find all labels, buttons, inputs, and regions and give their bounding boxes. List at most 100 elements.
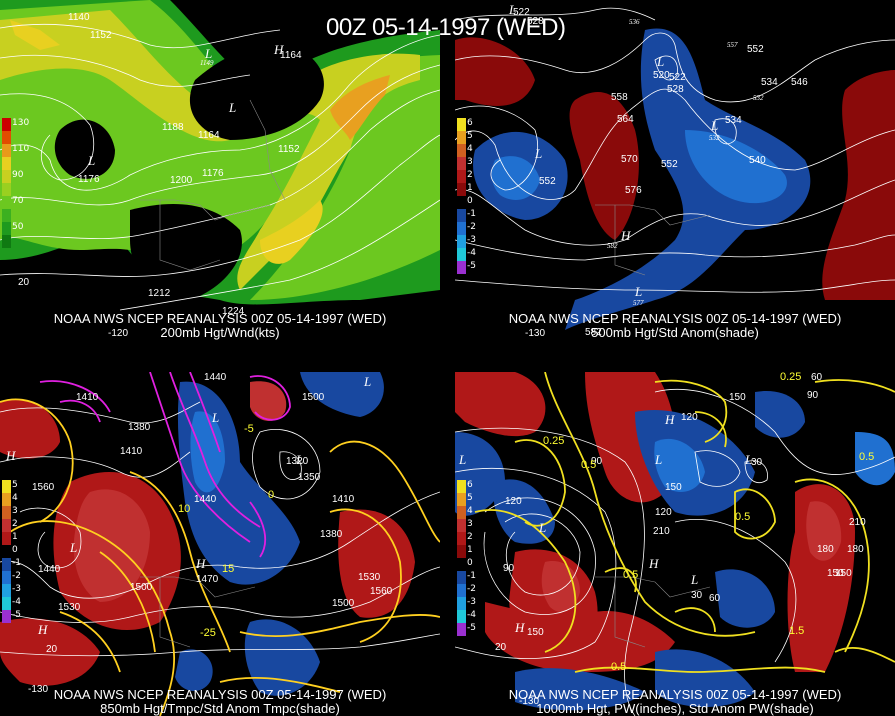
panel-caption-field: 200mb Hgt/Wnd(kts) bbox=[160, 325, 280, 340]
svg-text:H: H bbox=[648, 556, 659, 571]
svg-text:150: 150 bbox=[827, 568, 844, 579]
svg-text:L: L bbox=[744, 452, 752, 467]
panel-caption-field: 500mb Hgt/Std Anom(shade) bbox=[591, 325, 759, 340]
svg-text:150: 150 bbox=[729, 392, 746, 403]
svg-text:1164: 1164 bbox=[198, 130, 220, 141]
svg-text:L: L bbox=[654, 452, 662, 467]
svg-text:-5: -5 bbox=[244, 423, 254, 435]
svg-text:60: 60 bbox=[811, 372, 823, 383]
svg-text:577: 577 bbox=[633, 299, 644, 307]
map-850mb: 1440 1410 1500 1380 1320 1410 1560 1350 … bbox=[0, 372, 440, 716]
svg-text:-120: -120 bbox=[108, 328, 128, 339]
std-anomaly-legend: 6 5 4 3 2 1 0 -1 -2 -3 -4 -5 bbox=[455, 118, 481, 274]
contour-labels: 1440 1410 1500 1380 1320 1410 1560 1350 … bbox=[28, 372, 393, 695]
svg-text:534: 534 bbox=[725, 115, 742, 126]
svg-text:H: H bbox=[273, 42, 284, 57]
svg-text:0.5: 0.5 bbox=[581, 459, 596, 471]
svg-text:L: L bbox=[87, 153, 95, 168]
svg-text:150: 150 bbox=[527, 627, 544, 638]
svg-text:210: 210 bbox=[653, 526, 670, 537]
svg-text:1530: 1530 bbox=[58, 602, 81, 613]
panel-caption-source: NOAA NWS NCEP REANALYSIS 00Z 05-14-1997 … bbox=[508, 311, 842, 326]
svg-text:30: 30 bbox=[691, 590, 703, 601]
svg-text:180: 180 bbox=[817, 544, 834, 555]
svg-text:1350: 1350 bbox=[298, 472, 321, 483]
map-1000mb: 60 90 150 0.25 0.5 210 180 150 90 120 30… bbox=[455, 372, 895, 716]
svg-text:L: L bbox=[538, 520, 546, 535]
svg-text:1140: 1140 bbox=[68, 12, 90, 23]
svg-text:0.25: 0.25 bbox=[780, 372, 801, 383]
svg-text:H: H bbox=[195, 556, 206, 571]
svg-text:1470: 1470 bbox=[196, 574, 219, 585]
panel-caption-field: 1000mb Hgt, PW(inches), Std Anom PW(shad… bbox=[536, 701, 814, 716]
svg-text:536: 536 bbox=[629, 18, 640, 26]
svg-text:528: 528 bbox=[667, 84, 684, 95]
svg-text:576: 576 bbox=[625, 185, 642, 196]
svg-text:1224: 1224 bbox=[222, 306, 245, 317]
svg-text:1212: 1212 bbox=[148, 288, 171, 299]
svg-text:L: L bbox=[363, 374, 371, 389]
svg-text:L: L bbox=[690, 572, 698, 587]
svg-text:-25: -25 bbox=[200, 627, 216, 639]
svg-text:532: 532 bbox=[753, 94, 764, 102]
svg-text:582: 582 bbox=[585, 327, 602, 338]
panel-200mb: 1140 1152 1164 1149 1176 1188 1164 1152 … bbox=[0, 0, 440, 340]
svg-text:534: 534 bbox=[761, 77, 778, 88]
svg-text:H: H bbox=[37, 622, 48, 637]
svg-text:20: 20 bbox=[46, 644, 58, 655]
svg-text:1410: 1410 bbox=[332, 494, 355, 505]
svg-text:570: 570 bbox=[621, 154, 638, 165]
svg-text:522: 522 bbox=[513, 7, 530, 18]
svg-text:210: 210 bbox=[849, 517, 866, 528]
svg-text:150: 150 bbox=[835, 568, 852, 579]
svg-text:1500: 1500 bbox=[302, 392, 325, 403]
svg-text:1440: 1440 bbox=[194, 494, 217, 505]
svg-text:1320: 1320 bbox=[286, 456, 309, 467]
svg-text:H: H bbox=[620, 228, 631, 243]
svg-text:-130: -130 bbox=[525, 328, 545, 339]
svg-text:120: 120 bbox=[681, 412, 698, 423]
svg-text:30: 30 bbox=[751, 457, 763, 468]
svg-text:0: 0 bbox=[268, 489, 274, 501]
svg-text:1188: 1188 bbox=[162, 122, 184, 133]
svg-text:L: L bbox=[458, 452, 466, 467]
svg-text:1440: 1440 bbox=[38, 564, 61, 575]
svg-text:90: 90 bbox=[807, 390, 819, 401]
svg-text:540: 540 bbox=[749, 155, 766, 166]
panel-caption-source: NOAA NWS NCEP REANALYSIS 00Z 05-14-1997 … bbox=[53, 687, 387, 702]
contour-labels: 60 90 150 0.25 0.5 210 180 150 90 120 30… bbox=[495, 372, 874, 707]
svg-text:20: 20 bbox=[495, 642, 507, 653]
svg-text:522: 522 bbox=[669, 72, 686, 83]
svg-text:L: L bbox=[634, 284, 642, 299]
svg-text:90: 90 bbox=[503, 563, 515, 574]
svg-text:1176: 1176 bbox=[78, 174, 100, 185]
svg-text:180: 180 bbox=[847, 544, 864, 555]
svg-text:-130: -130 bbox=[28, 684, 48, 695]
svg-text:L: L bbox=[534, 146, 542, 161]
svg-text:15: 15 bbox=[222, 563, 234, 575]
svg-text:552: 552 bbox=[539, 176, 556, 187]
map-title: 00Z 05-14-1997 (WED) bbox=[326, 14, 566, 41]
svg-text:0.25: 0.25 bbox=[543, 435, 564, 447]
svg-text:L: L bbox=[656, 54, 664, 69]
svg-text:557: 557 bbox=[727, 41, 738, 49]
svg-text:1530: 1530 bbox=[358, 572, 381, 583]
temp-anomaly-legend: 5 4 3 2 1 0 -1 -2 -3 -4 -5 bbox=[0, 480, 26, 623]
svg-text:1149: 1149 bbox=[200, 59, 214, 67]
map-200mb: 1140 1152 1164 1149 1176 1188 1164 1152 … bbox=[0, 0, 440, 339]
svg-text:H: H bbox=[514, 620, 525, 635]
panel-850mb: 1440 1410 1500 1380 1320 1410 1560 1350 … bbox=[0, 372, 440, 716]
panel-caption-source: NOAA NWS NCEP REANALYSIS 00Z 05-14-1997 … bbox=[508, 687, 842, 702]
svg-text:552: 552 bbox=[747, 44, 764, 55]
panel-500mb: 522 528 520 522 528 536 557 552 534 546 … bbox=[455, 0, 895, 340]
svg-text:0.5: 0.5 bbox=[735, 511, 750, 523]
panel-caption-field: 850mb Hgt/Tmpc/Std Anom Tmpc(shade) bbox=[100, 701, 340, 716]
svg-text:0.5: 0.5 bbox=[859, 451, 874, 463]
svg-text:10: 10 bbox=[178, 503, 190, 515]
svg-text:L: L bbox=[211, 410, 219, 425]
svg-text:1410: 1410 bbox=[120, 446, 143, 457]
svg-text:0.5: 0.5 bbox=[611, 661, 626, 673]
svg-text:120: 120 bbox=[655, 507, 672, 518]
svg-text:20: 20 bbox=[18, 277, 30, 288]
svg-text:1380: 1380 bbox=[320, 529, 343, 540]
